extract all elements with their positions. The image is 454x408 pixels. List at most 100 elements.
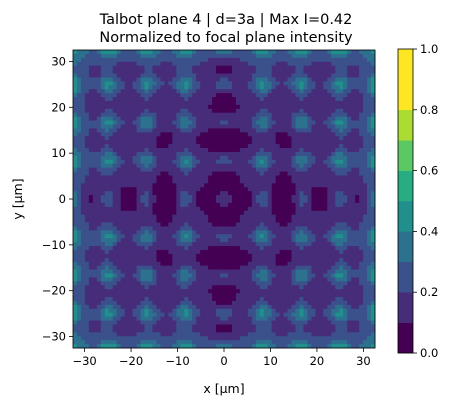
heatmap-cell xyxy=(116,151,122,157)
heatmap-cell xyxy=(371,85,376,90)
heatmap-cell xyxy=(363,265,368,270)
heatmap-cell xyxy=(291,304,296,310)
heatmap-cell xyxy=(84,50,90,55)
heatmap-cell xyxy=(216,85,221,90)
heatmap-cell xyxy=(235,112,241,118)
heatmap-cell xyxy=(347,218,352,223)
heatmap-cell xyxy=(351,265,356,270)
heatmap-cell xyxy=(259,120,265,125)
heatmap-cell xyxy=(172,234,177,239)
heatmap-cell xyxy=(287,300,292,306)
heatmap-cell xyxy=(208,116,213,121)
heatmap-cell xyxy=(243,277,249,282)
heatmap-cell xyxy=(92,104,98,110)
heatmap-cell xyxy=(144,167,149,172)
heatmap-cell xyxy=(112,257,118,263)
heatmap-cell xyxy=(351,144,356,149)
heatmap-cell xyxy=(263,199,269,204)
heatmap-cell xyxy=(160,140,165,145)
heatmap-cell xyxy=(319,297,324,302)
heatmap-cell xyxy=(243,218,249,223)
heatmap-cell xyxy=(80,104,86,110)
heatmap-cell xyxy=(84,155,90,161)
heatmap-cell xyxy=(331,206,336,212)
heatmap-cell xyxy=(104,175,110,180)
heatmap-cell xyxy=(160,65,165,70)
heatmap-cell xyxy=(255,257,261,263)
heatmap-cell xyxy=(148,214,153,219)
heatmap-cell xyxy=(104,77,110,82)
heatmap-cell xyxy=(148,210,153,216)
heatmap-cell xyxy=(351,214,356,219)
heatmap-cell xyxy=(283,297,288,302)
heatmap-cell xyxy=(243,183,249,188)
heatmap-cell xyxy=(92,108,98,114)
heatmap-cell xyxy=(124,214,130,219)
heatmap-cell xyxy=(283,89,288,94)
heatmap-cell xyxy=(251,195,257,200)
heatmap-cell xyxy=(227,222,233,227)
heatmap-cell xyxy=(347,249,352,255)
heatmap-cell xyxy=(343,300,348,306)
heatmap-cell xyxy=(291,202,296,208)
heatmap-cell xyxy=(76,175,82,180)
heatmap-cell xyxy=(247,202,253,208)
heatmap-cell xyxy=(371,144,376,149)
heatmap-cell xyxy=(112,100,118,106)
heatmap-cell xyxy=(363,81,368,86)
heatmap-cell xyxy=(176,261,181,267)
heatmap-cell xyxy=(104,73,110,78)
heatmap-cell xyxy=(259,140,265,145)
heatmap-cell xyxy=(84,104,90,110)
heatmap-cell xyxy=(343,85,348,90)
heatmap-cell xyxy=(208,167,213,172)
heatmap-cell xyxy=(220,195,225,200)
heatmap-cell xyxy=(184,246,189,251)
heatmap-cell xyxy=(100,171,106,176)
heatmap-cell xyxy=(184,238,189,243)
heatmap-cell xyxy=(339,65,344,70)
heatmap-cell xyxy=(275,246,281,251)
heatmap-cell xyxy=(144,246,149,251)
heatmap-cell xyxy=(295,124,300,129)
heatmap-cell xyxy=(148,206,153,212)
heatmap-cell xyxy=(144,159,149,165)
heatmap-cell xyxy=(371,163,376,169)
heatmap-cell xyxy=(224,120,229,125)
heatmap-cell xyxy=(96,226,102,231)
heatmap-cell xyxy=(259,116,265,121)
heatmap-cell xyxy=(220,53,225,59)
heatmap-cell xyxy=(327,179,332,184)
heatmap-cell xyxy=(148,195,153,200)
heatmap-cell xyxy=(104,304,110,310)
heatmap-cell xyxy=(331,183,336,188)
heatmap-cell xyxy=(307,281,312,286)
heatmap-cell xyxy=(208,187,213,192)
heatmap-cell xyxy=(124,269,130,274)
heatmap-cell xyxy=(132,108,137,114)
heatmap-cell xyxy=(124,148,130,153)
heatmap-cell xyxy=(255,226,261,231)
heatmap-cell xyxy=(112,89,118,94)
heatmap-cell xyxy=(112,77,118,82)
heatmap-cell xyxy=(184,124,189,129)
heatmap-cell xyxy=(156,261,161,267)
heatmap-cell xyxy=(92,265,98,270)
heatmap-cell xyxy=(100,108,106,114)
heatmap-cell xyxy=(112,136,118,141)
heatmap-cell xyxy=(227,128,233,133)
heatmap-cell xyxy=(180,206,185,212)
heatmap-cell xyxy=(200,124,205,129)
heatmap-cell xyxy=(200,163,205,169)
heatmap-cell xyxy=(327,57,332,63)
heatmap-cell xyxy=(92,238,98,243)
heatmap-cell xyxy=(231,285,237,290)
heatmap-cell xyxy=(160,277,165,282)
heatmap-cell xyxy=(96,265,102,270)
heatmap-cell xyxy=(220,277,225,282)
heatmap-cell xyxy=(343,277,348,282)
heatmap-cell xyxy=(192,120,197,125)
heatmap-cell xyxy=(84,140,90,145)
heatmap-cell xyxy=(259,132,265,137)
heatmap-cell xyxy=(220,69,225,74)
